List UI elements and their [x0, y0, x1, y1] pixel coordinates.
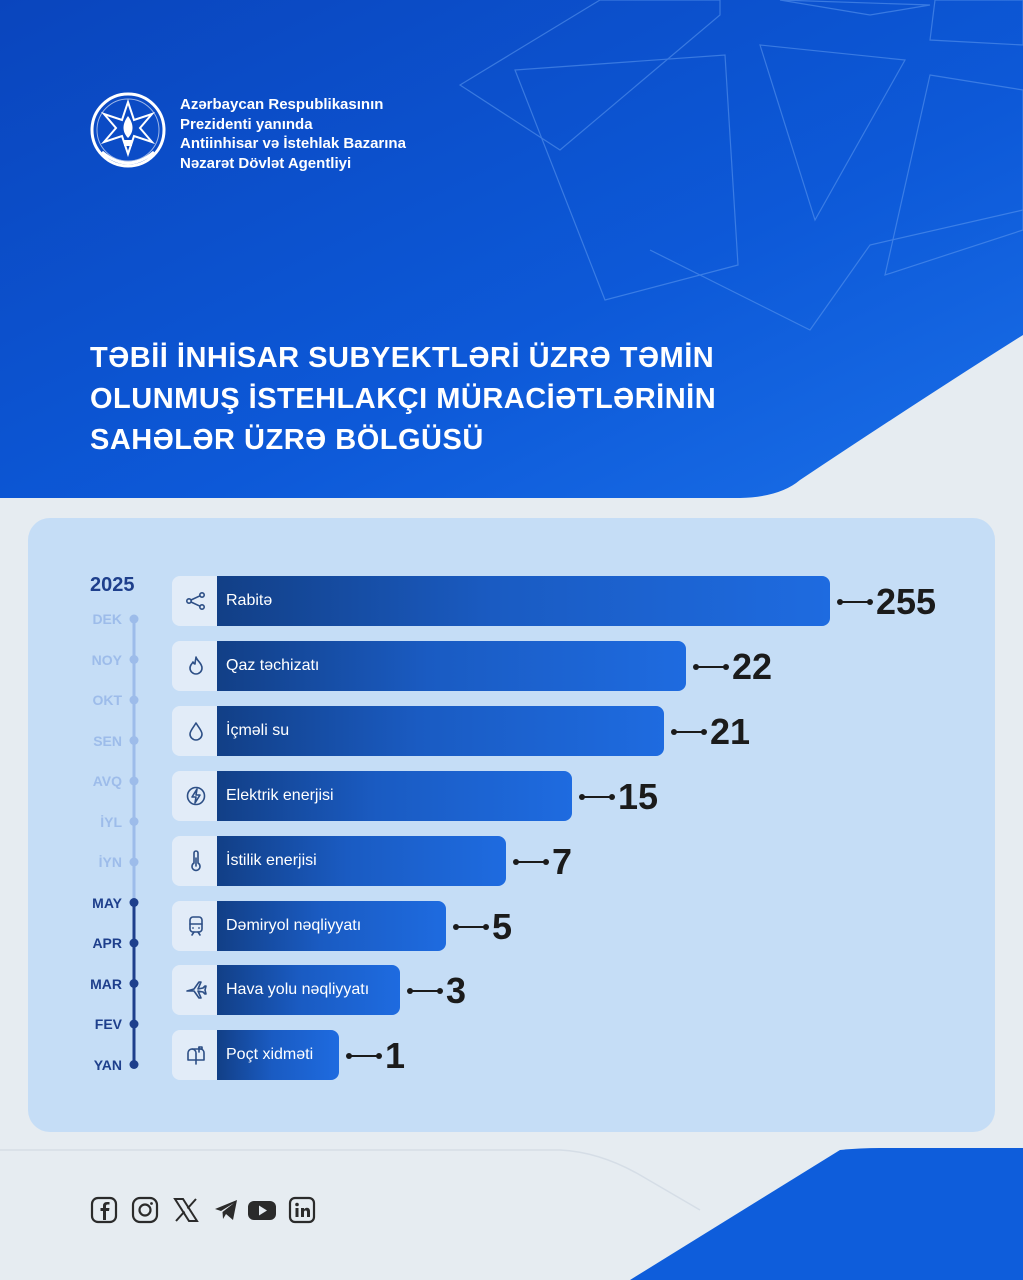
value-connector — [513, 859, 549, 865]
value-connector — [579, 794, 615, 800]
linkedin-icon[interactable] — [288, 1196, 316, 1224]
flame-icon — [189, 656, 203, 675]
bar-value: 255 — [876, 581, 937, 622]
category-icon-box — [172, 641, 220, 691]
value-connector — [453, 924, 489, 930]
network-icon — [185, 591, 206, 611]
bar-value: 3 — [446, 970, 467, 1011]
bar — [217, 576, 830, 626]
bar-value: 7 — [552, 841, 573, 882]
bar-value: 22 — [732, 646, 773, 687]
value-connector — [407, 988, 443, 994]
telegram-icon[interactable] — [212, 1196, 240, 1224]
agency-line: Nəzarət Dövlət Agentliyi — [180, 154, 352, 172]
footer-line — [0, 1149, 701, 1211]
timeline-month-label: APR — [92, 935, 122, 951]
youtube-icon[interactable] — [247, 1196, 277, 1224]
title-line: SAHƏLƏR ÜZRƏ BÖLGÜSÜ — [90, 424, 484, 456]
bar — [217, 641, 686, 691]
water-drop-icon — [189, 722, 203, 741]
bar-label: İstilik enerjisi — [226, 852, 317, 869]
timeline-month-label: NOY — [91, 651, 122, 668]
bar-label: Elektrik enerjisi — [226, 787, 334, 804]
bar — [217, 771, 572, 821]
timeline-month-label: İYL — [100, 813, 122, 830]
train-icon — [189, 916, 203, 936]
bar-value: 1 — [385, 1035, 406, 1076]
timeline-month-label: SEN — [93, 732, 122, 749]
category-icon-box — [172, 965, 220, 1015]
timeline-dot — [129, 614, 139, 624]
bar — [217, 901, 446, 951]
bar — [217, 965, 400, 1015]
timeline-month-label: DEK — [92, 611, 122, 627]
bar-label: İçməli su — [226, 722, 290, 739]
category-icon-box — [172, 1030, 220, 1080]
header-background — [0, 0, 1023, 498]
agency-line: Prezidenti yanında — [180, 115, 313, 133]
timeline-dot — [129, 736, 139, 745]
timeline-dot — [129, 655, 139, 664]
title-line: OLUNMUŞ İSTEHLAKÇI MÜRACİƏTLƏRİNİN — [90, 383, 717, 415]
title-line: TƏBİİ İNHİSAR SUBYEKTLƏRİ ÜZRƏ TƏMİN — [90, 342, 715, 374]
timeline-dot — [129, 979, 139, 988]
facebook-icon[interactable] — [90, 1196, 118, 1224]
bar-label: Poçt xidməti — [226, 1046, 314, 1063]
bar-value: 15 — [618, 776, 659, 817]
agency-line: Antiinhisar və İstehlak Bazarına — [180, 135, 406, 152]
timeline-dot — [129, 1060, 139, 1069]
instagram-icon[interactable] — [131, 1196, 159, 1224]
timeline-month-label: AVQ — [92, 773, 122, 789]
footer-accent — [630, 1148, 1023, 1280]
decorative-star-outline — [458, 0, 1023, 331]
thermometer-icon — [191, 850, 201, 872]
bar — [217, 1030, 339, 1080]
timeline-dot — [129, 817, 139, 826]
timeline-dot — [129, 938, 139, 948]
mailbox-icon — [187, 1046, 205, 1065]
lightning-icon — [186, 786, 206, 806]
x-icon[interactable] — [172, 1196, 200, 1224]
timeline-year: 2025 — [90, 574, 135, 596]
category-icon-box — [172, 576, 220, 626]
timeline-dot — [129, 857, 139, 867]
value-connector — [693, 664, 729, 670]
timeline-track — [129, 614, 139, 1069]
category-icon-box — [172, 771, 220, 821]
agency-emblem-icon — [90, 92, 166, 168]
header: Azərbaycan Respublikasının Prezidenti ya… — [0, 0, 1023, 500]
airplane-icon — [186, 981, 207, 999]
timeline-month-label: YAN — [93, 1056, 122, 1073]
bar-label: Dəmiryol nəqliyyatı — [226, 917, 362, 934]
timeline-dot — [129, 898, 139, 907]
timeline-month-label: İYN — [98, 854, 122, 870]
agency-line: Azərbaycan Respublikasının — [180, 96, 384, 113]
timeline-month-label: OKT — [92, 692, 122, 708]
bar-label: Qaz təchizatı — [226, 657, 320, 674]
bar-value: 5 — [492, 906, 513, 947]
timeline-month-label: MAY — [92, 894, 122, 911]
agency-name: Azərbaycan Respublikasının Prezidenti ya… — [180, 95, 406, 173]
timeline-month-label: FEV — [94, 1016, 122, 1032]
category-icon-box — [172, 836, 220, 886]
category-icon-box — [172, 901, 220, 951]
bar — [217, 706, 664, 756]
page-title: TƏBİİ İNHİSAR SUBYEKTLƏRİ ÜZRƏ TƏMİN OLU… — [90, 338, 716, 461]
timeline-dot — [129, 776, 139, 786]
bar-label: Hava yolu nəqliyyatı — [226, 981, 370, 998]
bar-value: 21 — [710, 711, 751, 752]
timeline-dot — [129, 1019, 139, 1029]
bar-label: Rabitə — [226, 592, 273, 609]
value-connector — [671, 729, 707, 735]
timeline-dot — [129, 695, 139, 705]
value-connector — [837, 599, 873, 605]
bar — [217, 836, 506, 886]
timeline-month-label: MAR — [90, 975, 122, 992]
value-connector — [346, 1053, 382, 1059]
category-icon-box — [172, 706, 220, 756]
